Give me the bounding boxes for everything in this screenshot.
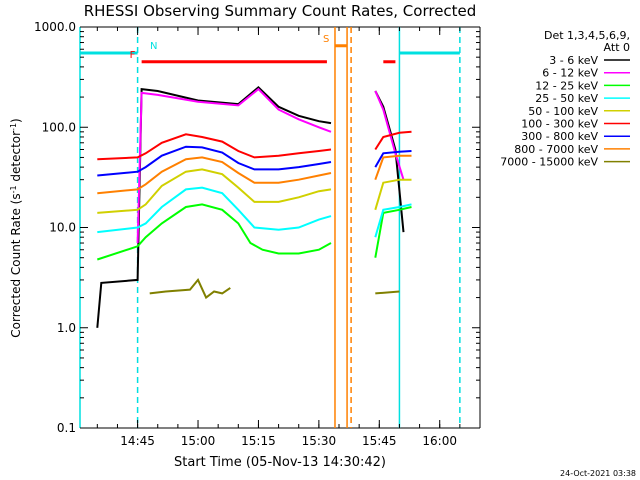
x-tick-label: 15:15 bbox=[241, 434, 276, 448]
x-tick-label: 14:45 bbox=[120, 434, 155, 448]
footer-date: 24-Oct-2021 03:38 bbox=[560, 469, 636, 478]
series-300-800-kev-line bbox=[97, 145, 412, 177]
legend-header-line2: Att 0 bbox=[604, 41, 630, 54]
y-label-end: ) bbox=[9, 118, 23, 123]
plot-axes bbox=[79, 26, 481, 429]
y-tick-label: 1000.0 bbox=[34, 20, 76, 34]
y-tick-label: 10.0 bbox=[49, 221, 76, 235]
legend-item-label: 3 - 6 keV bbox=[549, 54, 598, 67]
series-3-6-kev-line bbox=[96, 86, 405, 328]
flag-s-label: S bbox=[323, 34, 329, 45]
series-25-50-kev-line bbox=[97, 186, 412, 238]
legend-item-label: 7000 - 15000 keV bbox=[500, 156, 598, 169]
y-label-main: Corrected Count Rate (s bbox=[9, 193, 23, 337]
legend-item-label: 25 - 50 keV bbox=[535, 92, 598, 105]
legend-item-label: 100 - 300 keV bbox=[521, 118, 598, 131]
x-tick-label: 15:30 bbox=[302, 434, 337, 448]
series-800-7000-kev-line bbox=[97, 154, 412, 195]
x-tick-label: 15:00 bbox=[181, 434, 216, 448]
y-label-exp2: -1 bbox=[9, 123, 18, 131]
series-lines bbox=[96, 86, 412, 328]
legend-header-line1: Det 1,3,4,5,6,9, bbox=[544, 29, 630, 42]
series-100-300-kev-line bbox=[97, 130, 412, 161]
y-axis-label: Corrected Count Rate (s-1 detector-1) bbox=[9, 118, 24, 337]
series-12-25-kev-line bbox=[96, 203, 412, 261]
series-6-12-kev-line bbox=[136, 87, 405, 244]
chart-title: RHESSI Observing Summary Count Rates, Co… bbox=[84, 2, 477, 20]
legend-item-label: 50 - 100 keV bbox=[528, 105, 598, 118]
flag-bars: N F S bbox=[80, 34, 460, 64]
flag-f-label: F bbox=[130, 50, 136, 61]
y-tick-label: 1.0 bbox=[57, 321, 76, 335]
legend-item-label: 300 - 800 keV bbox=[521, 130, 598, 143]
legend-item-label: 800 - 7000 keV bbox=[514, 143, 598, 156]
series-7000-15000-kev-line bbox=[149, 278, 400, 300]
y-tick-label: 100.0 bbox=[42, 120, 76, 134]
series-50-100-kev-line bbox=[97, 168, 412, 214]
flag-n-label: N bbox=[150, 41, 157, 52]
y-label-detector: detector bbox=[9, 131, 23, 186]
x-tick-label: 15:45 bbox=[362, 434, 397, 448]
legend-item-label: 12 - 25 keV bbox=[535, 79, 598, 92]
legend-item-label: 6 - 12 keV bbox=[542, 67, 598, 80]
axis-ticks: 0.1 1.0 10.0 100.0 1000.0 14:45 15:00 15:15 15:3… bbox=[34, 20, 481, 448]
y-label-exp1: -1 bbox=[9, 185, 18, 193]
x-tick-label: 16:00 bbox=[422, 434, 457, 448]
x-axis-label: Start Time (05-Nov-13 14:30:42) bbox=[174, 455, 386, 470]
y-tick-label: 0.1 bbox=[57, 421, 76, 435]
